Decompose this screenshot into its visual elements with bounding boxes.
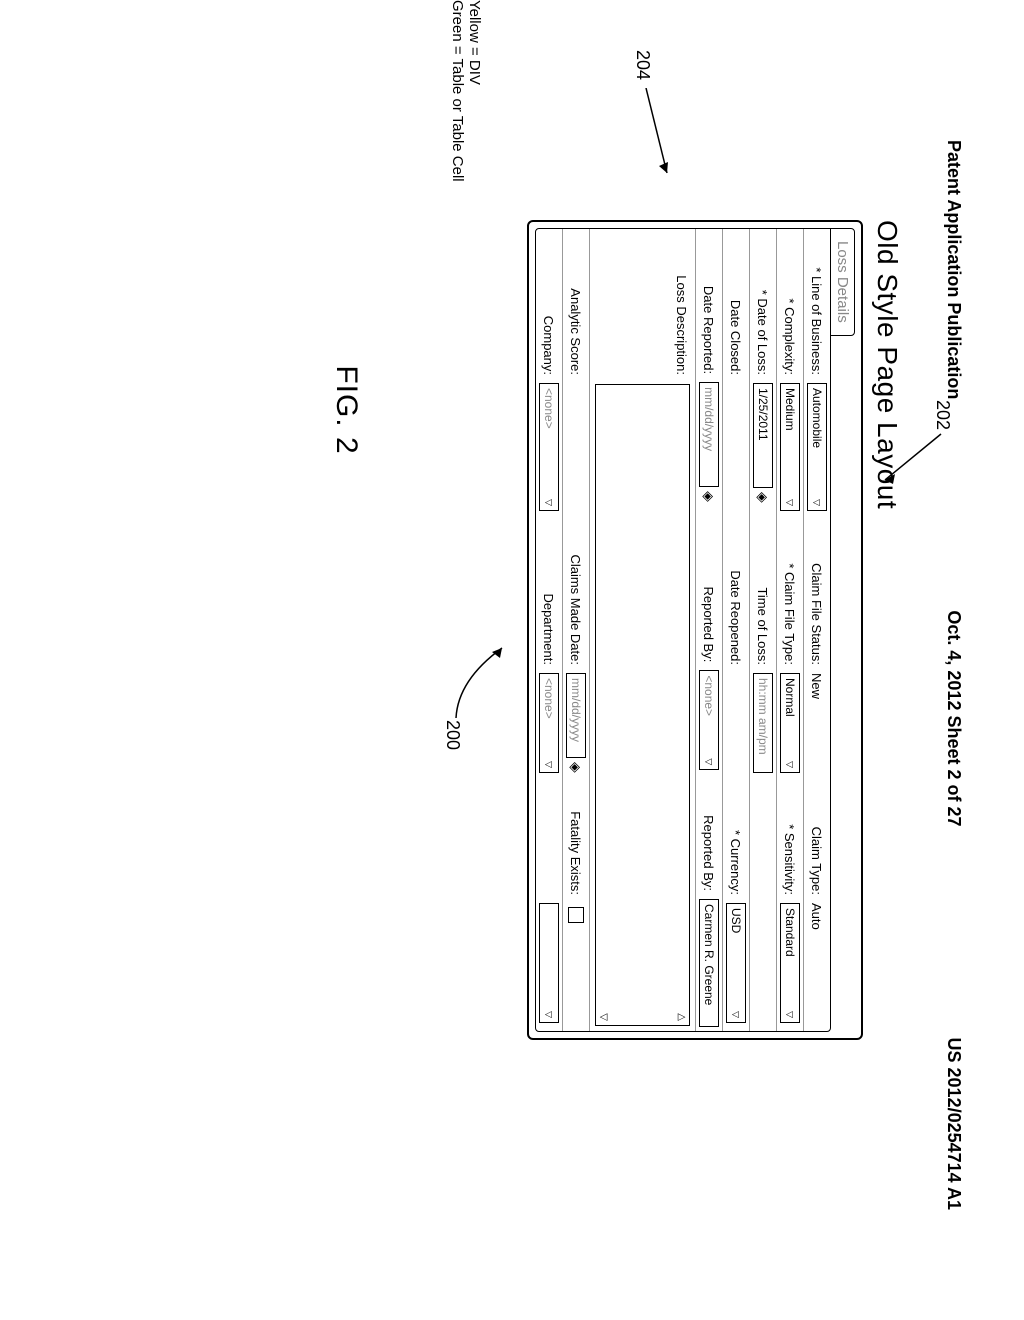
legend: Yellow = DIV Green = Table or Table Cell <box>449 0 483 182</box>
label-cmd: Claims Made Date: <box>563 519 589 669</box>
dropdown-curr[interactable]: USD ▽ <box>726 903 746 1023</box>
label-ascore: Analytic Score: <box>563 229 589 379</box>
label-cft: * Claim File Type: <box>777 519 803 669</box>
label-dclosed: Date Closed: <box>723 229 749 379</box>
tab-loss-details[interactable]: Loss Details <box>830 228 855 336</box>
input-cmd[interactable]: mm/dd/yyyy <box>566 673 586 758</box>
chevron-down-icon: ▽ <box>704 758 715 765</box>
label-dept: Department: <box>536 519 562 669</box>
label-company: Company: <box>536 229 562 379</box>
dropdown-complex[interactable]: Medium ▽ <box>780 383 800 511</box>
label-sens: * Sensitivity: <box>777 779 803 899</box>
chevron-down-icon: ▽ <box>812 499 823 506</box>
label-dreop: Date Reopened: <box>723 519 749 669</box>
label-drep: Date Reported: <box>696 229 722 378</box>
form-outer-box: Loss Details * Line of Business: Automob… <box>527 220 863 1040</box>
dropdown-sens[interactable]: Standard ▽ <box>780 903 800 1023</box>
value-cfs: New <box>804 669 830 779</box>
chevron-down-icon: ▽ <box>544 761 555 768</box>
dropdown-company[interactable]: <none> ▽ <box>539 383 559 511</box>
value-dept: <none> <box>542 678 556 719</box>
label-repby: Reported By: <box>696 517 722 666</box>
value-complex: Medium <box>783 388 797 431</box>
chevron-down-icon: ▽ <box>544 499 555 506</box>
value-company: <none> <box>542 388 556 429</box>
dropdown-repby[interactable]: <none> ▽ <box>699 670 719 770</box>
label-ldesc: Loss Description: <box>590 229 695 379</box>
chevron-down-icon: ▽ <box>544 1011 555 1018</box>
input-repby2[interactable]: Carmen R. Greene <box>699 899 719 1027</box>
ref-204: 204 <box>632 50 653 80</box>
calendar-icon[interactable]: ◈ <box>701 491 718 502</box>
label-fatal: Fatality Exists: <box>563 779 589 899</box>
label-cfs: Claim File Status: <box>804 519 830 669</box>
scroll-up-icon[interactable]: △ <box>676 1013 687 1021</box>
dropdown-lob[interactable]: Automobile ▽ <box>807 383 827 511</box>
leader-200 <box>448 640 508 730</box>
calendar-icon[interactable]: ◈ <box>755 492 772 503</box>
value-sens: Standard <box>783 908 797 957</box>
label-repby2: Reported By: <box>696 776 722 895</box>
pub-center: Oct. 4, 2012 Sheet 2 of 27 <box>943 610 964 826</box>
leader-204 <box>641 88 671 188</box>
label-lob: * Line of Business: <box>804 229 830 379</box>
value-cmd: mm/dd/yyyy <box>569 678 583 742</box>
chevron-down-icon: ▽ <box>785 761 796 768</box>
dropdown-cft[interactable]: Normal ▽ <box>780 673 800 773</box>
calendar-icon[interactable]: ◈ <box>568 762 585 773</box>
label-dol: * Date of Loss: <box>750 229 776 379</box>
pub-left: Patent Application Publication <box>943 140 964 399</box>
value-cft: Normal <box>783 678 797 717</box>
textarea-ldesc[interactable]: △ ▽ <box>595 384 690 1026</box>
input-drep[interactable]: mm/dd/yyyy <box>699 382 719 487</box>
label-ctype: Claim Type: <box>804 779 830 899</box>
value-ctype: Auto <box>804 899 830 1031</box>
value-repby2: Carmen R. Greene <box>702 904 716 1005</box>
dropdown-blank[interactable]: ▽ <box>539 903 559 1023</box>
value-dol: 1/25/2011 <box>756 388 770 441</box>
ref-202: 202 <box>932 400 953 430</box>
label-curr: * Currency: <box>723 779 749 899</box>
input-tol[interactable]: hh:mm am/pm <box>753 673 773 773</box>
value-drep: mm/dd/yyyy <box>702 387 716 451</box>
label-tol: Time of Loss: <box>750 519 776 669</box>
value-curr: USD <box>729 908 743 933</box>
figure-label: FIG. 2 <box>329 0 363 820</box>
chevron-down-icon: ▽ <box>785 499 796 506</box>
chevron-down-icon: ▽ <box>731 1011 742 1018</box>
dropdown-dept[interactable]: <none> ▽ <box>539 673 559 773</box>
leader-202 <box>875 430 945 490</box>
scroll-down-icon[interactable]: ▽ <box>598 1013 609 1021</box>
form-panel: * Line of Business: Automobile ▽ Claim F… <box>535 228 831 1032</box>
label-complex: * Complexity: <box>777 229 803 379</box>
input-dol[interactable]: 1/25/2011 <box>753 383 773 488</box>
value-lob: Automobile <box>810 388 824 448</box>
legend-l2: Green = Table or Table Cell <box>449 0 466 182</box>
value-tol: hh:mm am/pm <box>756 678 770 755</box>
legend-l1: Yellow = DIV <box>466 0 483 182</box>
value-repby: <none> <box>702 675 716 716</box>
page-title: Old Style Page Layout <box>871 220 903 1210</box>
checkbox-fatality[interactable] <box>568 907 584 923</box>
pub-right: US 2012/0254714 A1 <box>943 1038 964 1210</box>
chevron-down-icon: ▽ <box>785 1011 796 1018</box>
page-header: Patent Application Publication Oct. 4, 2… <box>923 0 1024 1320</box>
